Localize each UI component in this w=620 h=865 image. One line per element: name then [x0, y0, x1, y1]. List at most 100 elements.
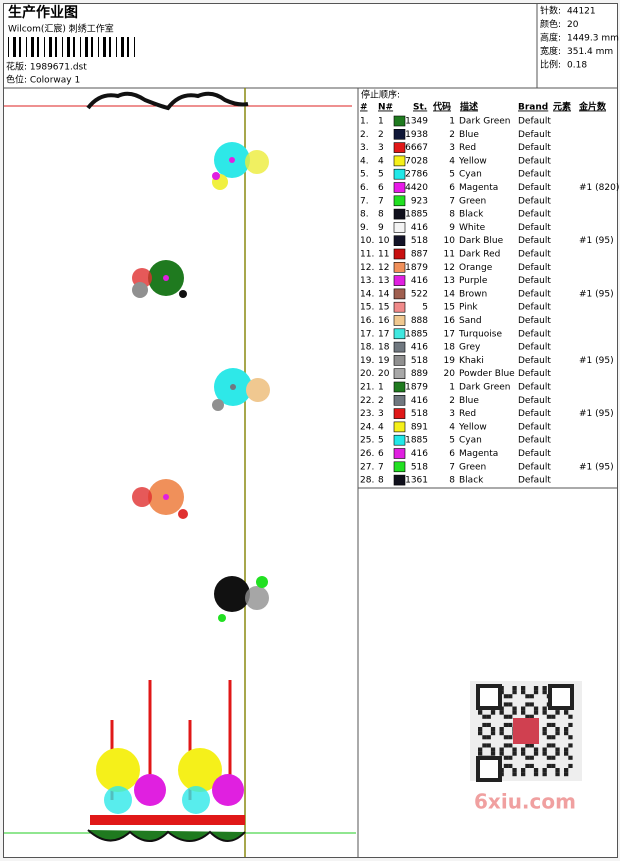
row-index: 24.: [360, 422, 374, 432]
color-swatch: [393, 301, 406, 313]
brand: Default: [518, 422, 551, 432]
brand: Default: [518, 303, 551, 313]
color-swatch: [393, 208, 406, 220]
qr-cell: [512, 710, 517, 715]
qr-cell: [478, 751, 483, 756]
bar-stripe: [127, 37, 129, 57]
qr-cell: [482, 735, 487, 740]
qr-cell: [521, 768, 526, 773]
stitches: 518: [411, 462, 428, 472]
stop-number: 1: [378, 383, 384, 393]
stop-number: 9: [378, 223, 384, 233]
description: Orange: [459, 263, 493, 273]
code: 11: [444, 250, 455, 260]
bar-stripe: [19, 37, 21, 57]
description: Red: [459, 409, 476, 419]
stop-number: 16: [378, 316, 390, 326]
row-index: 13.: [360, 276, 374, 286]
qr-cell: [542, 686, 547, 691]
qr-cell: [555, 731, 560, 736]
code: 9: [449, 223, 455, 233]
qr-cell: [525, 755, 530, 760]
description: Red: [459, 143, 476, 153]
qr-cell: [546, 714, 552, 719]
row-index: 22.: [360, 396, 374, 406]
stat-label: 针数:: [540, 5, 561, 17]
color-swatch: [393, 129, 406, 140]
stop-number: 14: [378, 289, 390, 299]
stop-number: 11: [378, 250, 389, 260]
qr-cell: [529, 755, 534, 760]
qr-cell: [508, 735, 513, 740]
qr-cell: [486, 714, 491, 719]
bar-stripe: [62, 37, 63, 57]
stitches: 416: [411, 276, 428, 286]
stop-number: 3: [378, 143, 384, 153]
row-index: 23.: [360, 409, 374, 419]
color-swatch: [393, 474, 406, 486]
qr-cell: [546, 735, 552, 740]
color-swatch: [393, 142, 406, 153]
flower: [132, 260, 187, 298]
qr-cell: [555, 768, 560, 773]
color-swatch: [393, 355, 406, 366]
qr-cell: [521, 686, 526, 691]
code: 5: [449, 436, 455, 446]
qr-finder: [548, 684, 574, 710]
description: Blue: [459, 130, 479, 140]
stitches: 887: [411, 250, 428, 260]
column-header: N#: [378, 103, 393, 113]
description: Dark Green: [459, 383, 510, 393]
qr-cell: [508, 763, 513, 768]
border-motif: [87, 680, 246, 842]
row-index: 5.: [360, 170, 369, 180]
qr-cell: [521, 751, 526, 756]
qr-cell: [542, 706, 547, 711]
qr-cell: [564, 710, 569, 715]
flower: [132, 479, 188, 519]
qr-cell: [503, 702, 509, 707]
stat-value: 44121: [567, 7, 596, 17]
qr-cell: [568, 714, 573, 719]
bar-stripe: [116, 37, 117, 57]
qr-cell: [512, 747, 517, 752]
flower: [212, 368, 270, 411]
qr-cell: [508, 722, 513, 727]
barcode: [8, 37, 135, 57]
qr-cell: [533, 768, 539, 773]
qr-cell: [551, 755, 556, 760]
code: 4: [449, 156, 455, 166]
description: Dark Red: [459, 250, 500, 260]
description: Cyan: [459, 170, 482, 180]
stitches: 888: [411, 316, 428, 326]
code: 1: [449, 117, 455, 127]
column-header: St.: [413, 103, 427, 113]
qr-cell: [482, 714, 487, 719]
colorway: 色位: Colorway 1: [6, 74, 80, 86]
qr-finder: [476, 684, 502, 710]
color-swatch: [393, 408, 406, 419]
stitches: 518: [411, 409, 428, 419]
brand: Default: [518, 196, 551, 206]
elements: #1 (95): [579, 409, 614, 419]
bar-stripe: [134, 37, 135, 57]
elements: #1 (820): [579, 183, 619, 193]
bar-stripe: [13, 37, 16, 57]
column-header: 代码: [432, 101, 451, 113]
row-index: 20.: [360, 369, 374, 379]
qr-cell: [508, 755, 513, 760]
qr-cell: [542, 768, 547, 773]
description: Magenta: [459, 449, 498, 459]
scallop: [86, 91, 249, 111]
bar-stripe: [73, 37, 75, 57]
description: Yellow: [458, 156, 487, 166]
stop-number: 15: [378, 303, 389, 313]
qr-cell: [478, 710, 483, 715]
color-swatch: [393, 235, 406, 246]
brand: Default: [518, 130, 551, 140]
stop-number: 19: [378, 356, 390, 366]
stitches: 416: [411, 449, 428, 459]
qr-cell: [508, 694, 513, 699]
description: Cyan: [459, 436, 482, 446]
qr-cell: [542, 710, 547, 715]
